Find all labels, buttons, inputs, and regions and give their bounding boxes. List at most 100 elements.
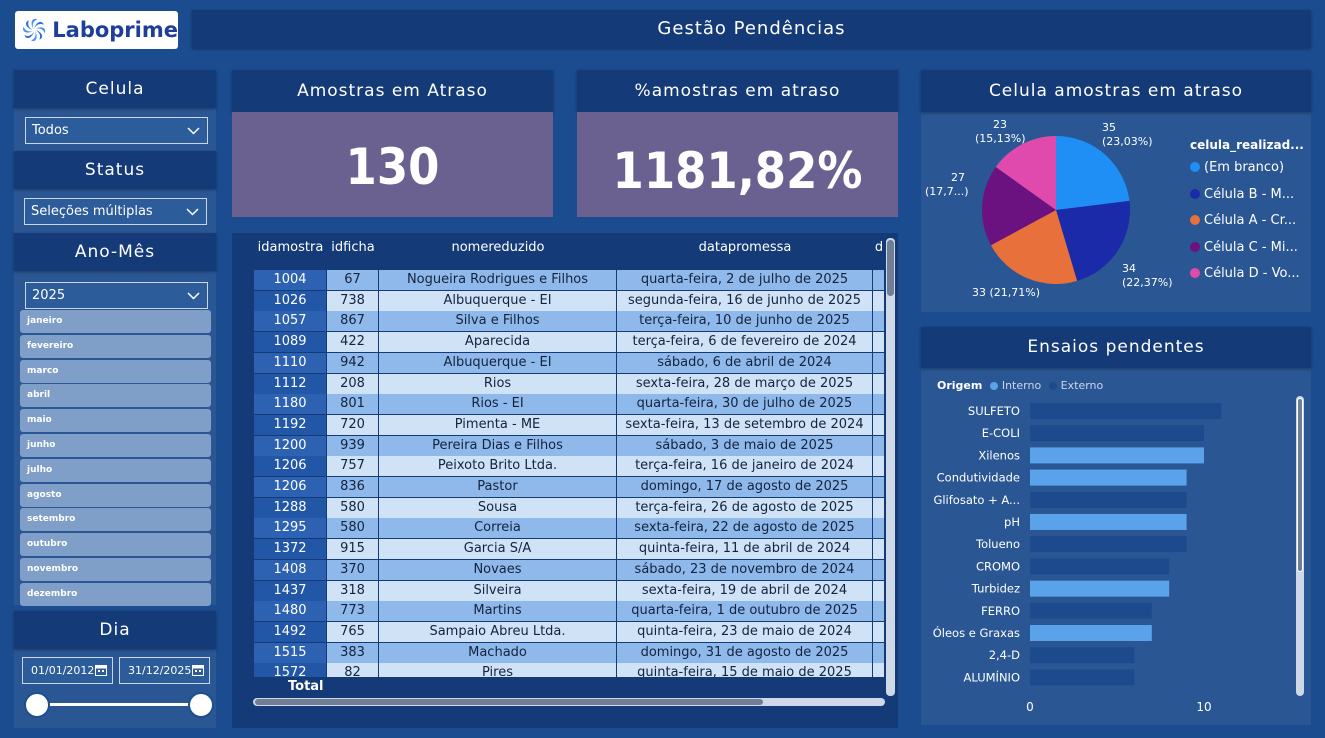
bar-1[interactable] xyxy=(1030,425,1204,442)
month-item-novembro[interactable]: novembro xyxy=(20,558,211,581)
table-row[interactable]: 1480 773 Martins quarta-feira, 1 de outubro… xyxy=(254,601,885,622)
pie-legend-item[interactable]: Célula B - M... xyxy=(1190,187,1294,202)
table-horizontal-scroll-thumb[interactable] xyxy=(255,699,763,705)
logo-icon xyxy=(23,18,46,42)
start-date-input[interactable]: 01/01/2012 xyxy=(22,657,113,684)
bar-legend-interno: Interno xyxy=(1001,379,1042,392)
column-header-datapromessa[interactable]: datapromessa xyxy=(698,240,792,255)
column-header-nomereduzido[interactable]: nomereduzido xyxy=(451,240,545,255)
kpi-amostras-title: Amostras em Atraso xyxy=(232,70,553,112)
table-row[interactable]: 1200 939 Pereira Dias e Filhos sábado, 3 de… xyxy=(254,435,885,456)
bar-2[interactable] xyxy=(1030,447,1204,464)
table-row[interactable]: 1437 318 Silveira sexta-feira, 19 de abril … xyxy=(254,580,885,601)
celula-dropdown[interactable]: Todos xyxy=(25,117,208,144)
calendar-icon[interactable] xyxy=(192,664,204,676)
month-item-julho[interactable]: julho xyxy=(20,458,211,482)
table-row[interactable]: 1089 422 Aparecida terça-feira, 6 de fevere… xyxy=(254,332,885,353)
bar-3[interactable] xyxy=(1030,469,1187,486)
table-vertical-scrollbar[interactable] xyxy=(886,238,895,696)
cell-nomereduzido: Pereira Dias e Filhos xyxy=(379,435,617,456)
cell-nomereduzido: Albuquerque - EI xyxy=(379,352,617,373)
table-row[interactable]: 1206 757 Peixoto Brito Ltda. terça-feira, 1… xyxy=(254,456,885,477)
bar-vertical-scrollbar[interactable] xyxy=(1296,396,1304,696)
legend-dot-icon xyxy=(1190,215,1200,225)
interno-dot-icon xyxy=(989,382,998,390)
table-horizontal-scrollbar[interactable] xyxy=(253,698,885,706)
month-item-marco[interactable]: marco xyxy=(20,359,211,383)
bar-6[interactable] xyxy=(1030,536,1187,553)
bar-vertical-scroll-thumb[interactable] xyxy=(1297,398,1303,572)
table-row[interactable]: 1515 383 Machado domingo, 31 de agosto de 2… xyxy=(254,642,885,663)
bar-4[interactable] xyxy=(1030,491,1187,508)
month-item-setembro[interactable]: setembro xyxy=(20,508,211,532)
cell-d xyxy=(873,601,885,622)
bar-7[interactable] xyxy=(1030,558,1170,575)
date-range-start-handle[interactable] xyxy=(24,692,50,718)
table-row[interactable]: 1192 720 Pimenta - ME sexta-feira, 13 de se… xyxy=(254,414,885,435)
month-item-janeiro[interactable]: janeiro xyxy=(20,310,211,333)
month-item-outubro[interactable]: outubro xyxy=(20,533,211,557)
table-row[interactable]: 1408 370 Novaes sábado, 23 de novembro de 2… xyxy=(254,559,885,580)
table-row[interactable]: 1057 867 Silva e Filhos terça-feira, 10 de … xyxy=(254,311,885,332)
status-dropdown[interactable]: Seleções múltiplas xyxy=(24,198,207,225)
bar-12[interactable] xyxy=(1030,669,1135,686)
cell-datapromessa: sábado, 23 de novembro de 2024 xyxy=(617,559,873,580)
cell-datapromessa: segunda-feira, 16 de junho de 2025 xyxy=(617,290,873,311)
month-item-junho[interactable]: junho xyxy=(20,434,211,457)
month-item-dezembro[interactable]: dezembro xyxy=(20,582,211,606)
pie-slice-0[interactable] xyxy=(1056,136,1130,210)
pie-legend-item[interactable]: (Em branco) xyxy=(1190,160,1284,175)
bar-0[interactable] xyxy=(1030,403,1222,419)
cell-idficha: 867 xyxy=(327,311,379,332)
table-row[interactable]: 1288 580 Sousa terça-feira, 26 de agosto de… xyxy=(254,497,885,518)
pie-slice-2[interactable] xyxy=(990,210,1078,284)
table-row[interactable]: 1112 208 Rios sexta-feira, 28 de março de 2… xyxy=(254,373,885,394)
month-item-fevereiro[interactable]: fevereiro xyxy=(20,334,211,358)
bar-8[interactable] xyxy=(1030,580,1170,597)
cell-idficha: 370 xyxy=(327,559,379,580)
date-range-end-handle[interactable] xyxy=(188,692,214,718)
end-date-input[interactable]: 31/12/2025 xyxy=(119,657,210,684)
cell-datapromessa: terça-feira, 10 de junho de 2025 xyxy=(617,311,873,332)
calendar-icon[interactable] xyxy=(95,664,107,676)
pie-legend-label: Célula A - Cr... xyxy=(1204,213,1297,228)
column-header-d[interactable]: d xyxy=(874,240,884,255)
pie-legend-item[interactable]: Célula A - Cr... xyxy=(1190,213,1296,228)
table-row[interactable]: 1206 836 Pastor domingo, 17 de agosto de 20… xyxy=(254,477,885,497)
bar-category-label: Condutividade xyxy=(937,471,1020,485)
month-item-abril[interactable]: abril xyxy=(20,384,211,408)
table-row[interactable]: 1180 801 Rios - EI quarta-feira, 30 de julh… xyxy=(254,394,885,415)
bar-category-label: FERRO xyxy=(981,604,1020,618)
bar-5[interactable] xyxy=(1030,514,1187,530)
pie-legend-item[interactable]: Célula D - Vo... xyxy=(1190,266,1300,281)
bar-11[interactable] xyxy=(1030,647,1135,664)
logo-text: Laboprime xyxy=(52,18,178,42)
bar-10[interactable] xyxy=(1030,625,1152,641)
bar-9[interactable] xyxy=(1030,602,1152,619)
table-vertical-scroll-thumb[interactable] xyxy=(887,240,894,296)
pie-slice-3[interactable] xyxy=(982,167,1056,246)
cell-nomereduzido: Aparecida xyxy=(379,332,617,353)
table-row[interactable]: 1295 580 Correia sexta-feira, 22 de agosto … xyxy=(254,518,885,539)
cell-idamostra: 1408 xyxy=(254,559,327,580)
bar-legend-title: Origem xyxy=(937,379,983,392)
table-row[interactable]: 1026 738 Albuquerque - EI segunda-feira, 16… xyxy=(254,290,885,311)
legend-dot-icon xyxy=(1190,268,1200,278)
pie-label-em-branco: 35 (23,03%) xyxy=(1102,121,1153,148)
table-row[interactable]: 1372 915 Garcia S/A quinta-feira, 11 de abr… xyxy=(254,539,885,560)
cell-idficha: 801 xyxy=(327,394,379,415)
pie-legend-label: (Em branco) xyxy=(1204,160,1285,175)
ano-dropdown[interactable]: 2025 xyxy=(25,282,208,309)
month-item-maio[interactable]: maio xyxy=(20,409,211,433)
table-row[interactable]: 1110 942 Albuquerque - EI sábado, 6 de abri… xyxy=(254,352,885,373)
pie-legend-item[interactable]: Célula C - Mi... xyxy=(1190,240,1298,255)
cell-d xyxy=(873,539,885,560)
table-row[interactable]: 1004 67 Nogueira Rodrigues e Filhos quarta-… xyxy=(254,270,885,290)
pie-slice-4[interactable] xyxy=(995,136,1056,210)
column-header-idamostra[interactable]: idamostra xyxy=(257,240,324,255)
table-row[interactable]: 1492 765 Sampaio Abreu Ltda. quinta-feira, … xyxy=(254,621,885,642)
pie-slice-1[interactable] xyxy=(1056,200,1130,281)
cell-idamostra: 1057 xyxy=(254,311,327,332)
column-header-idficha[interactable]: idficha xyxy=(331,240,375,255)
month-item-agosto[interactable]: agosto xyxy=(20,483,211,507)
